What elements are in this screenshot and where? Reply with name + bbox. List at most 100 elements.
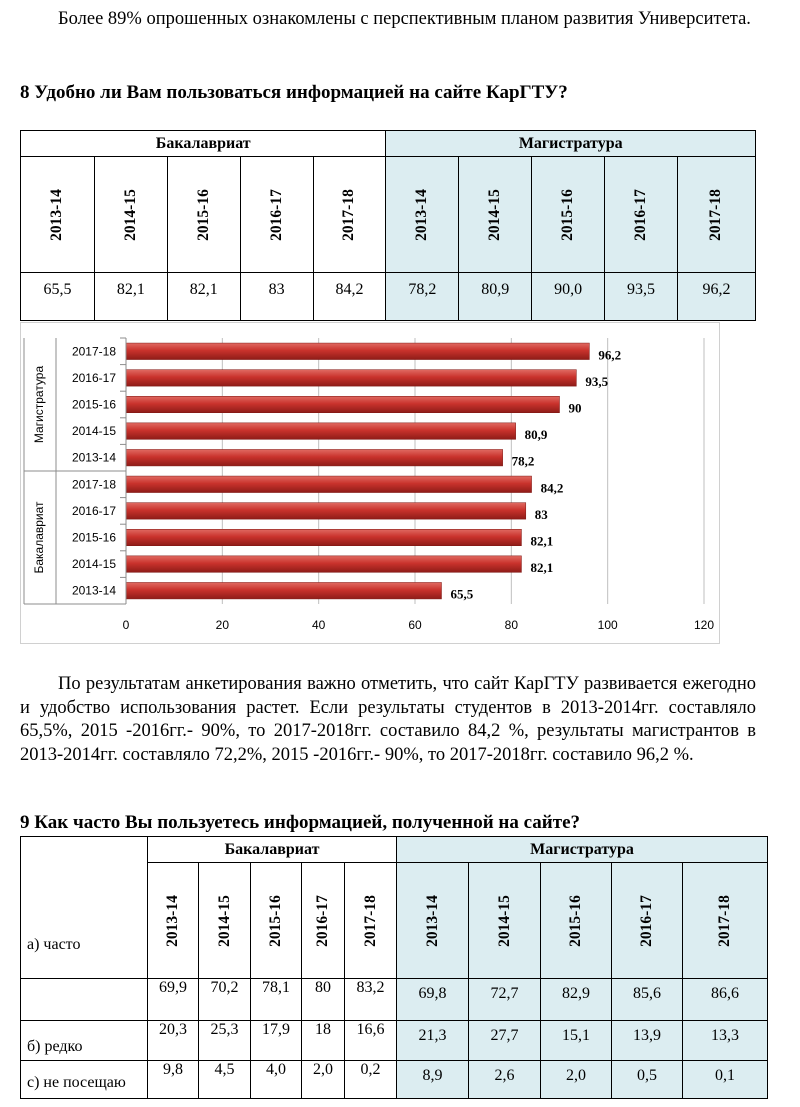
q9-value-cell: 0,1 [682, 1060, 769, 1099]
q9-year-header: 2016-17 [301, 862, 345, 979]
category-label: 2015-16 [72, 531, 116, 545]
q9-value-cell: 83,2 [343, 978, 398, 1021]
q9-value-cell: 2,0 [540, 1060, 613, 1099]
bar-data-label: 78,2 [512, 454, 535, 469]
bar [125, 475, 532, 493]
bar-data-label: 96,2 [598, 347, 621, 362]
bar-data-label: 82,1 [530, 534, 553, 549]
x-tick-label: 120 [694, 618, 714, 632]
q9-value-cell: 0,5 [611, 1060, 684, 1099]
bar-data-label: 83 [535, 507, 549, 522]
q8-bar-chart: 96,2 93,590 80,9 78,2 84,2 83 82,1 82,1 65,5 0 20… [20, 322, 720, 644]
q9-year-header: 2013-14 [147, 862, 199, 979]
q9-value-cell: 69,8 [396, 978, 470, 1021]
q9-value-cell: 80 [301, 978, 345, 1021]
q9-row-label: б) редко [20, 1020, 148, 1061]
q8-value-cell: 83 [239, 272, 314, 321]
intro-paragraph: Более 89% опрошенных ознакомлены с персп… [58, 9, 751, 29]
bar [125, 422, 516, 440]
q8-value-cell: 65,5 [20, 272, 95, 321]
q9-value-cell: 85,6 [611, 978, 684, 1021]
x-tick-label: 40 [312, 618, 326, 632]
q9-value-cell: 8,9 [396, 1060, 470, 1099]
category-label: 2014-15 [72, 557, 116, 571]
q9-heading: 9 Как часто Вы пользуетесь информацией, … [20, 812, 581, 833]
bar [125, 529, 522, 546]
q8-group-master: Магистратура [385, 130, 756, 157]
category-label: 2013-14 [72, 584, 116, 598]
q9-value-cell: 2,0 [301, 1060, 345, 1099]
q9-value-cell: 69,9 [147, 978, 199, 1021]
q8-group-bachelor: Бакалавриат [19, 130, 387, 157]
q9-year-header: 2014-15 [198, 862, 251, 979]
q9-year-header: 2017-18 [682, 862, 769, 979]
q9-value-cell: 0,2 [343, 1060, 398, 1099]
q9-value-cell: 70,2 [198, 978, 251, 1021]
q9-group-master: Магистратура [396, 836, 769, 863]
q8-year-header: 2013-14 [20, 156, 95, 273]
q8-year-header: 2015-16 [166, 156, 241, 273]
q9-value-cell: 72,7 [468, 978, 542, 1021]
q9-value-cell: 25,3 [198, 1020, 251, 1061]
q9-value-cell: 2,6 [468, 1060, 542, 1099]
bar-data-label: 65,5 [450, 587, 473, 602]
q9-year-header: 2014-15 [468, 862, 542, 979]
q9-year-header: 2015-16 [540, 862, 613, 979]
bar [125, 396, 560, 413]
x-tick-label: 80 [505, 618, 519, 632]
q8-value-cell: 80,9 [458, 272, 533, 321]
q8-year-header: 2015-16 [531, 156, 606, 273]
bar-data-label: 90 [569, 401, 582, 416]
q9-year-header: 2015-16 [250, 862, 302, 979]
group-label: Бакалавриат [32, 501, 46, 574]
q8-value-cell: 82,1 [166, 272, 241, 321]
q9-value-cell: 86,6 [682, 978, 769, 1021]
q8-value-cell: 82,1 [93, 272, 168, 321]
q9-row-label: а) часто [20, 836, 148, 979]
q9-year-header: 2016-17 [611, 862, 684, 979]
q9-year-header: 2013-14 [396, 862, 470, 979]
q8-year-header: 2016-17 [604, 156, 678, 273]
q9-value-cell: 13,9 [611, 1020, 684, 1061]
category-label: 2016-17 [72, 371, 116, 385]
category-label: 2016-17 [72, 504, 116, 518]
q9-value-cell: 78,1 [250, 978, 302, 1021]
bar [125, 555, 522, 573]
q9-value-cell: 4,5 [198, 1060, 251, 1099]
bar-data-label: 93,5 [585, 374, 608, 389]
category-label: 2017-18 [72, 344, 116, 358]
q9-row-label: с) не посещаю [20, 1060, 148, 1099]
q8-year-header: 2014-15 [93, 156, 168, 273]
q9-value-cell: 21,3 [396, 1020, 470, 1061]
q8-value-cell: 96,2 [676, 272, 757, 321]
q9-table: а) часто Бакалавриат Магистратура 2013-1… [20, 836, 769, 1099]
q8-table: Бакалавриат Магистратура 2013-14 2014-15… [19, 130, 757, 321]
results-paragraph: По результатам анкетирования важно отмет… [20, 674, 756, 765]
x-tick-label: 100 [598, 618, 618, 632]
bar [125, 502, 527, 520]
q8-value-cell: 84,2 [312, 272, 387, 321]
category-label: 2017-18 [72, 477, 116, 491]
q9-row-label-spacer [20, 978, 148, 1021]
q8-value-cell: 93,5 [604, 272, 678, 321]
q9-value-cell: 9,8 [147, 1060, 199, 1099]
bar [125, 342, 590, 360]
bar-data-label: 82,1 [530, 560, 553, 575]
q9-group-bachelor: Бакалавриат [146, 836, 398, 863]
group-label: Магистратура [32, 366, 46, 444]
category-label: 2014-15 [72, 424, 116, 438]
q8-year-header: 2016-17 [239, 156, 314, 273]
x-tick-label: 20 [216, 618, 230, 632]
q8-year-header: 2017-18 [676, 156, 757, 273]
bar-data-label: 84,2 [541, 480, 564, 495]
q8-year-header: 2013-14 [385, 156, 460, 273]
bar [125, 449, 503, 467]
q8-year-header: 2014-15 [458, 156, 533, 273]
q9-value-cell: 27,7 [468, 1020, 542, 1061]
q9-value-cell: 4,0 [250, 1060, 302, 1099]
q9-value-cell: 18 [301, 1020, 345, 1061]
q9-value-cell: 20,3 [147, 1020, 199, 1061]
category-label: 2013-14 [72, 451, 116, 465]
bar-data-label: 80,9 [525, 427, 548, 442]
bar [125, 369, 577, 387]
